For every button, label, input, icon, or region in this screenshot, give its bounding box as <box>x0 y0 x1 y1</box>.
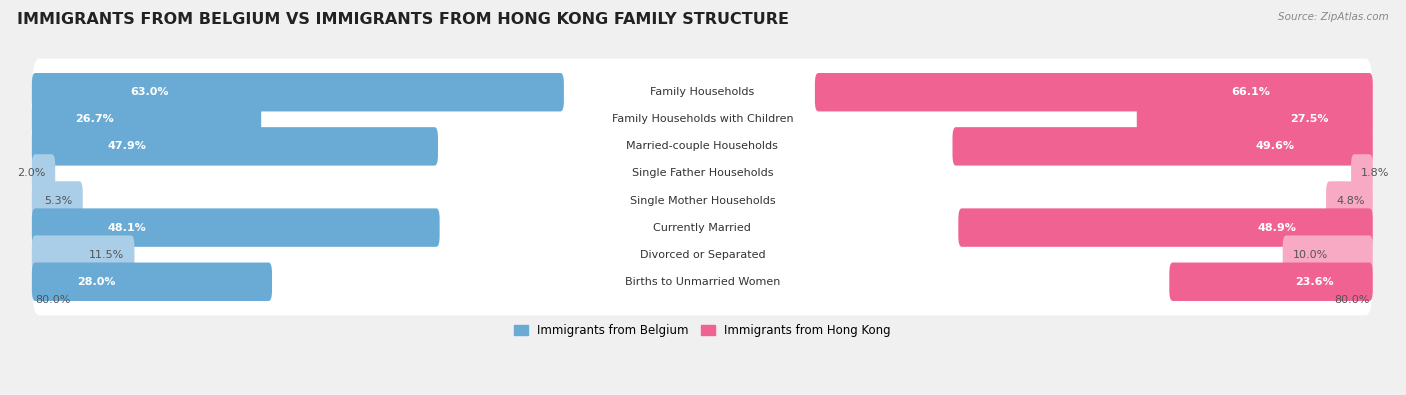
Text: 48.1%: 48.1% <box>107 223 146 233</box>
Text: 10.0%: 10.0% <box>1292 250 1327 260</box>
FancyBboxPatch shape <box>32 140 1372 207</box>
Legend: Immigrants from Belgium, Immigrants from Hong Kong: Immigrants from Belgium, Immigrants from… <box>513 324 891 337</box>
Text: Births to Unmarried Women: Births to Unmarried Women <box>624 277 780 287</box>
Text: 48.9%: 48.9% <box>1257 223 1296 233</box>
FancyBboxPatch shape <box>32 209 440 247</box>
Text: Married-couple Households: Married-couple Households <box>627 141 779 151</box>
Text: IMMIGRANTS FROM BELGIUM VS IMMIGRANTS FROM HONG KONG FAMILY STRUCTURE: IMMIGRANTS FROM BELGIUM VS IMMIGRANTS FR… <box>17 12 789 27</box>
Text: 47.9%: 47.9% <box>107 141 146 151</box>
FancyBboxPatch shape <box>32 86 1372 153</box>
Text: 23.6%: 23.6% <box>1295 277 1334 287</box>
Text: 4.8%: 4.8% <box>1336 196 1365 205</box>
FancyBboxPatch shape <box>1282 235 1372 274</box>
FancyBboxPatch shape <box>32 167 1372 234</box>
Text: 63.0%: 63.0% <box>129 87 169 97</box>
FancyBboxPatch shape <box>32 248 1372 315</box>
FancyBboxPatch shape <box>815 73 1372 111</box>
Text: Family Households: Family Households <box>650 87 755 97</box>
FancyBboxPatch shape <box>1137 100 1372 139</box>
Text: 66.1%: 66.1% <box>1232 87 1270 97</box>
Text: 11.5%: 11.5% <box>89 250 124 260</box>
Text: Family Households with Children: Family Households with Children <box>612 114 793 124</box>
Text: Single Mother Households: Single Mother Households <box>630 196 775 205</box>
Text: 1.8%: 1.8% <box>1361 168 1389 179</box>
FancyBboxPatch shape <box>32 58 1372 126</box>
Text: 80.0%: 80.0% <box>1334 295 1369 305</box>
Text: 49.6%: 49.6% <box>1256 141 1295 151</box>
FancyBboxPatch shape <box>32 73 564 111</box>
FancyBboxPatch shape <box>32 235 135 274</box>
Text: 27.5%: 27.5% <box>1289 114 1329 124</box>
Text: 28.0%: 28.0% <box>77 277 115 287</box>
Text: Single Father Households: Single Father Households <box>631 168 773 179</box>
FancyBboxPatch shape <box>959 209 1372 247</box>
Text: Divorced or Separated: Divorced or Separated <box>640 250 765 260</box>
FancyBboxPatch shape <box>32 263 271 301</box>
FancyBboxPatch shape <box>1326 181 1372 220</box>
FancyBboxPatch shape <box>1351 154 1372 193</box>
FancyBboxPatch shape <box>952 127 1372 166</box>
FancyBboxPatch shape <box>32 100 262 139</box>
Text: 5.3%: 5.3% <box>45 196 73 205</box>
FancyBboxPatch shape <box>32 113 1372 180</box>
FancyBboxPatch shape <box>32 221 1372 288</box>
Text: 26.7%: 26.7% <box>76 114 114 124</box>
Text: Currently Married: Currently Married <box>654 223 751 233</box>
Text: Source: ZipAtlas.com: Source: ZipAtlas.com <box>1278 12 1389 22</box>
Text: 80.0%: 80.0% <box>35 295 70 305</box>
FancyBboxPatch shape <box>1170 263 1372 301</box>
FancyBboxPatch shape <box>32 194 1372 261</box>
Text: 2.0%: 2.0% <box>17 168 45 179</box>
FancyBboxPatch shape <box>32 127 439 166</box>
FancyBboxPatch shape <box>32 154 55 193</box>
FancyBboxPatch shape <box>32 181 83 220</box>
